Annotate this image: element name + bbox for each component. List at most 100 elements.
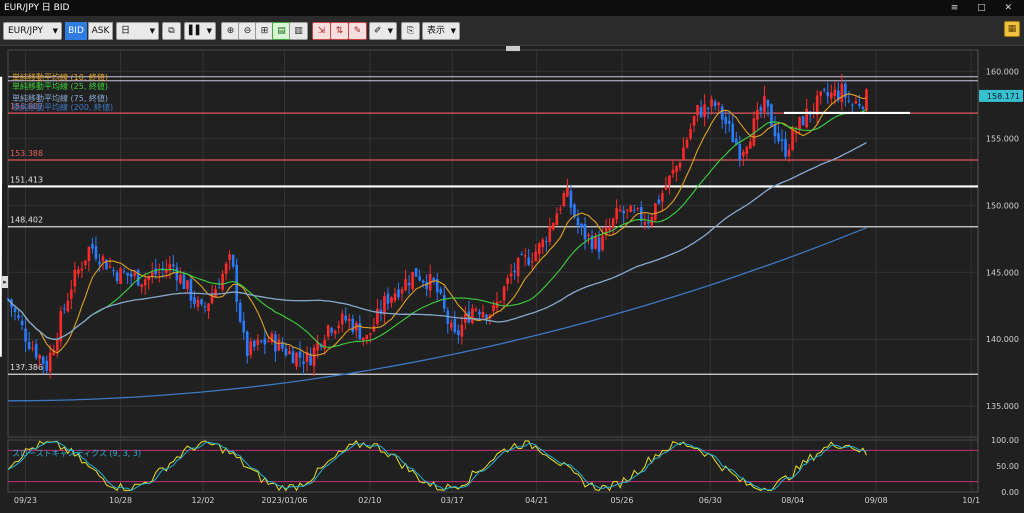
candle-body (66, 300, 70, 312)
candle-body (654, 203, 657, 220)
current-price-label: 158.171 (987, 92, 1020, 101)
collapse-handle[interactable] (506, 46, 520, 51)
candle-body (94, 246, 98, 259)
ask-toggle[interactable]: ASK (88, 22, 113, 40)
settings-icon[interactable]: ▦ (1004, 21, 1020, 37)
symbol-select[interactable]: EUR/JPY ▼ (3, 22, 62, 40)
price-tick: 140.000 (986, 335, 1019, 344)
candle-body (172, 264, 175, 267)
candle-body (731, 123, 735, 143)
candle-body (766, 99, 770, 107)
candle-body (513, 270, 516, 273)
stoch-tick: 100.00 (991, 436, 1019, 445)
candle-body (509, 273, 513, 277)
candle-body (24, 328, 27, 342)
period-select[interactable]: 日 ▼ (116, 22, 159, 40)
candle-body (136, 269, 140, 286)
date-tick: 09/23 (14, 496, 37, 505)
candle-body (221, 273, 224, 290)
candle-body (478, 311, 481, 315)
candle-body (91, 244, 94, 249)
candle-body (457, 330, 460, 336)
candle-body (38, 355, 41, 359)
candle-body (143, 279, 147, 286)
candle-body (756, 109, 759, 120)
candle-body (344, 315, 348, 321)
date-tick: 10/28 (109, 496, 132, 505)
candle-body (48, 352, 52, 372)
candle-body (752, 118, 756, 146)
candle-body (573, 204, 576, 218)
candle-body (439, 289, 443, 294)
candle-body (594, 235, 597, 249)
candle-body (175, 267, 179, 281)
candle-body (516, 258, 520, 277)
candle-body (569, 190, 573, 208)
legend-ma75: 単純移動平均線 (75, 終値) (12, 93, 108, 103)
date-tick: 04/21 (525, 496, 548, 505)
candle-body (639, 206, 643, 222)
display-menu[interactable]: 表示 ▼ (422, 22, 460, 40)
candle-body (548, 226, 552, 242)
candle-body (689, 129, 692, 139)
ma10-line (7, 93, 867, 357)
candle-body (397, 289, 400, 298)
expand-panel-handle[interactable]: ▸ (2, 276, 8, 288)
draw-icon: ✐ (374, 26, 382, 36)
price-panel (7, 49, 979, 438)
candle-body (425, 281, 428, 289)
price-tick: 155.000 (986, 134, 1019, 143)
candle-body (604, 227, 608, 236)
trade-icon[interactable]: ⇅ (330, 22, 349, 40)
candle-body (851, 104, 854, 106)
candle-body (161, 267, 165, 270)
candle-body (749, 141, 752, 149)
candle-body (537, 243, 541, 255)
candle-body (365, 334, 369, 339)
candle-body (267, 341, 270, 343)
candle-body (340, 313, 344, 325)
candle-body (126, 272, 129, 276)
ma25-line (7, 108, 867, 348)
candle-body (150, 272, 154, 277)
candle-body (256, 339, 260, 345)
candle-body (597, 237, 601, 252)
bid-toggle[interactable]: BID (65, 22, 87, 40)
candle-body (668, 175, 671, 186)
candle-body (822, 89, 826, 91)
candle-body (720, 106, 724, 120)
candle-body (249, 341, 253, 356)
alert-icon[interactable]: ✎ (348, 22, 367, 40)
candle-body (699, 107, 703, 117)
draw-select[interactable]: ✐ ▼ (369, 22, 397, 40)
candle-body (17, 315, 20, 318)
candle-body (31, 347, 34, 349)
candle-body (865, 89, 868, 111)
date-tick: 09/08 (865, 496, 888, 505)
scroll-right-icon[interactable]: ▥ (289, 22, 308, 40)
window-controls[interactable]: ≡ □ ✕ (950, 3, 1020, 13)
candle-body (770, 104, 773, 127)
candle-body (703, 104, 706, 117)
compare-icon[interactable]: ⧉ (162, 22, 181, 40)
candle-body (13, 308, 17, 312)
candle-body (534, 251, 538, 261)
candle-body (432, 277, 436, 282)
candle-body (52, 349, 56, 355)
candle-body (347, 318, 351, 321)
candle-body (245, 331, 249, 356)
candle-body (288, 351, 291, 354)
candle-body (520, 254, 523, 256)
chart-type-select[interactable]: ▌▌ ▼ (184, 22, 216, 40)
date-tick: 12/02 (191, 496, 214, 505)
candle-body (734, 138, 738, 145)
save-icon[interactable]: ⎘ (401, 22, 420, 40)
candle-body (133, 272, 136, 276)
stoch-k-line (7, 440, 867, 492)
candle-body (305, 352, 309, 362)
candle-body (358, 323, 362, 340)
candle-body (727, 120, 731, 124)
candle-body (122, 271, 126, 273)
stoch-panel (7, 439, 979, 493)
